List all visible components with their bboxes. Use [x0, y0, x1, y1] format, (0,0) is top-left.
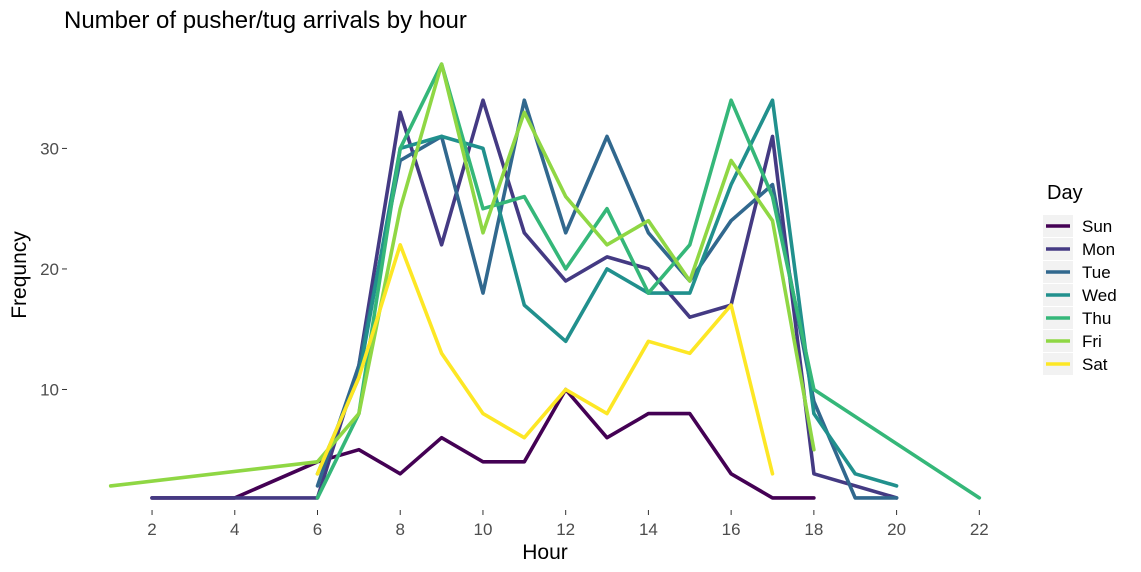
- x-tick-label: 12: [556, 520, 575, 539]
- y-tick-label: 20: [40, 260, 59, 279]
- series-line-mon: [150, 98, 899, 500]
- x-axis-title: Hour: [522, 541, 568, 564]
- y-axis-title: Frequncy: [8, 231, 31, 319]
- legend-label: Wed: [1082, 286, 1117, 305]
- y-axis: 10 20 30: [40, 139, 67, 399]
- y-tick-label: 10: [40, 380, 59, 399]
- series-line-sun: [150, 387, 816, 500]
- plot-lines: [108, 62, 982, 500]
- x-tick-label: 20: [887, 520, 906, 539]
- chart-title: Number of pusher/tug arrivals by hour: [64, 7, 467, 34]
- y-tick-label: 30: [40, 139, 59, 158]
- legend-label: Mon: [1082, 240, 1115, 259]
- x-tick-label: 22: [970, 520, 989, 539]
- x-tick-label: 2: [147, 520, 156, 539]
- series-line-thu: [315, 62, 982, 500]
- legend-title: Day: [1047, 182, 1083, 204]
- x-tick-label: 10: [473, 520, 492, 539]
- legend-label: Fri: [1082, 332, 1102, 351]
- series-line-sat: [315, 243, 775, 476]
- legend: Day Sun Mon Tue Wed Thu Fri Sat: [1043, 182, 1117, 375]
- x-axis: 2 4 6 8 10 12 14 16 18 20 22: [147, 510, 989, 539]
- x-tick-label: 8: [395, 520, 404, 539]
- legend-label: Thu: [1082, 309, 1111, 328]
- x-tick-label: 4: [230, 520, 239, 539]
- legend-label: Sat: [1082, 355, 1108, 374]
- legend-label: Sun: [1082, 217, 1112, 236]
- x-tick-label: 14: [639, 520, 658, 539]
- series-line-fri: [108, 62, 816, 488]
- x-tick-label: 16: [722, 520, 741, 539]
- legend-label: Tue: [1082, 263, 1111, 282]
- x-tick-label: 6: [313, 520, 322, 539]
- x-tick-label: 18: [804, 520, 823, 539]
- series-line-wed: [315, 98, 899, 488]
